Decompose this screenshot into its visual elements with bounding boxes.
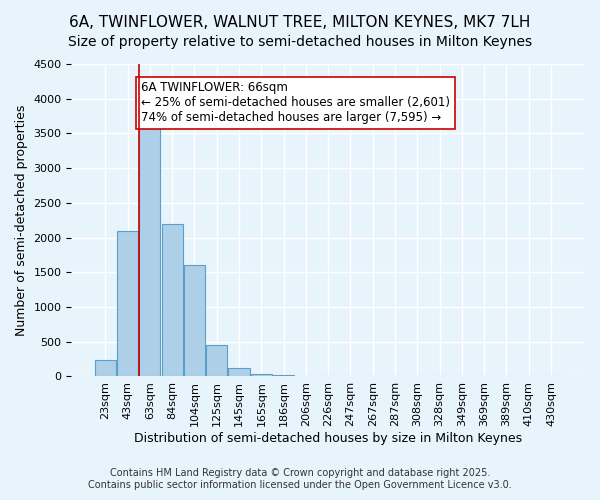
Text: Size of property relative to semi-detached houses in Milton Keynes: Size of property relative to semi-detach… (68, 35, 532, 49)
Bar (161, 224, 183, 376)
Bar (117, 230, 138, 376)
Bar (95, 360, 116, 376)
Bar (184, 266, 205, 376)
Y-axis label: Number of semi-detached properties: Number of semi-detached properties (15, 104, 28, 336)
X-axis label: Distribution of semi-detached houses by size in Milton Keynes: Distribution of semi-detached houses by … (134, 432, 522, 445)
Bar (139, 125, 160, 376)
Text: 6A TWINFLOWER: 66sqm
← 25% of semi-detached houses are smaller (2,601)
74% of se: 6A TWINFLOWER: 66sqm ← 25% of semi-detac… (141, 82, 450, 124)
Bar (251, 374, 272, 376)
Bar (273, 375, 294, 376)
Bar (206, 344, 227, 376)
Text: Contains HM Land Registry data © Crown copyright and database right 2025.
Contai: Contains HM Land Registry data © Crown c… (88, 468, 512, 490)
Bar (229, 368, 250, 376)
Text: 6A, TWINFLOWER, WALNUT TREE, MILTON KEYNES, MK7 7LH: 6A, TWINFLOWER, WALNUT TREE, MILTON KEYN… (70, 15, 530, 30)
